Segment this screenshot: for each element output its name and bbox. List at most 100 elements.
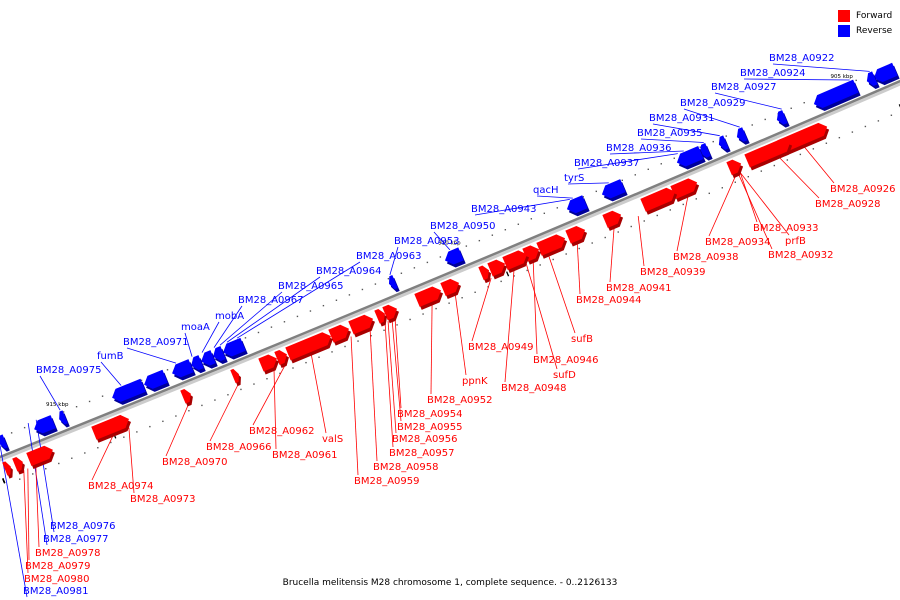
gene-label-bm28-a0937: BM28_A0937 (574, 158, 640, 169)
gene-label-bm28-a0971: BM28_A0971 (123, 337, 189, 348)
track-dot (634, 174, 636, 176)
track-dot (751, 124, 753, 126)
track-dot (396, 324, 398, 326)
legend: Forward Reverse (838, 8, 892, 38)
track-dot (400, 272, 403, 274)
legend-reverse: Reverse (838, 23, 892, 38)
leader-line (737, 173, 773, 250)
leader-line (39, 375, 61, 411)
track-dot (864, 125, 867, 128)
gene-label-vals: valS (322, 434, 343, 445)
leader-line (226, 276, 321, 343)
track-dot (682, 203, 684, 206)
track-dot (838, 136, 841, 139)
reverse-gene-arrow (172, 359, 194, 378)
leader-line (165, 403, 190, 457)
leader-line (213, 305, 243, 348)
forward-gene-arrow (114, 415, 129, 431)
track-dot (45, 468, 47, 470)
leader-line (576, 241, 581, 295)
track-dot (344, 345, 346, 348)
track-dot (721, 187, 723, 189)
leader-line (430, 302, 433, 395)
gene-label-bm28-a0931: BM28_A0931 (649, 113, 715, 124)
track-dot (478, 239, 481, 242)
gene-label-bm28-a0946: BM28_A0946 (533, 355, 599, 366)
track-dot (253, 383, 255, 385)
leader-line (27, 468, 30, 561)
gene-label-bm28-a0943: BM28_A0943 (471, 204, 537, 215)
track-dot (374, 283, 377, 285)
track-dot (647, 168, 649, 171)
leader-line (577, 153, 678, 170)
leader-line (777, 156, 820, 199)
gene-label-bm28-a0941: BM28_A0941 (606, 283, 672, 294)
gene-label-bm28-a0954: BM28_A0954 (397, 409, 463, 420)
gene-label-bm28-a0935: BM28_A0935 (637, 128, 703, 139)
leader-line (209, 382, 240, 442)
leader-line (128, 427, 135, 494)
forward-swatch (838, 9, 850, 22)
track-dot (855, 79, 857, 82)
forward-gene-arrow (726, 159, 742, 176)
track-dot (357, 340, 359, 342)
gene-label-sufd: sufD (553, 370, 576, 381)
track-dot (296, 315, 299, 318)
track-dot (97, 447, 99, 449)
track-dot (712, 140, 714, 143)
track-dot (279, 372, 281, 375)
reverse-gene-arrow (601, 179, 626, 199)
label-leader-lines (0, 63, 870, 598)
track-dot (656, 214, 658, 217)
track-dot (461, 297, 463, 299)
track-dot (75, 406, 78, 408)
gene-labels: BM28_A0922 BM28_A0924 BM28_A0927 BM28_A0929… (23, 53, 896, 597)
forward-gene-arrow (374, 308, 385, 324)
leader-line (609, 150, 684, 155)
track-dot (62, 411, 65, 413)
leader-line (802, 145, 835, 184)
leader-line (100, 361, 122, 386)
track-dot (422, 313, 424, 315)
gene-label-bm28-a0938: BM28_A0938 (673, 252, 739, 263)
gene-label-moba: mobA (215, 311, 244, 322)
leader-line (433, 231, 451, 251)
track-dot (526, 269, 528, 272)
track-dot (595, 190, 597, 193)
leader-line (23, 470, 29, 574)
leader-line (91, 433, 115, 481)
reverse-gene-arrow (112, 378, 146, 402)
track-dot (552, 258, 554, 261)
reverse-gene-arrow (699, 143, 711, 158)
gene-label-bm28-a0934: BM28_A0934 (705, 237, 771, 248)
gene-label-bm28-a0970: BM28_A0970 (162, 457, 228, 468)
reverse-gene-arrow (201, 350, 216, 366)
track-dot (101, 395, 104, 397)
gene-label-bm28-a0955: BM28_A0955 (397, 422, 463, 433)
diagram-caption: Brucella melitensis M28 chromosome 1, co… (282, 578, 618, 588)
leader-line (384, 322, 394, 448)
track-dot (309, 310, 312, 312)
gene-label-ppnk: ppnK (462, 376, 488, 387)
track-dot (530, 218, 533, 220)
leader-line (273, 368, 277, 450)
leader-line (35, 465, 40, 548)
reverse-gene-arrow (566, 195, 588, 214)
track-dot (877, 120, 880, 122)
leader-line (350, 336, 359, 476)
gene-label-bm28-a0949: BM28_A0949 (468, 342, 534, 353)
gene-label-bm28-a0976: BM28_A0976 (50, 521, 116, 532)
forward-gene-arrow (478, 265, 490, 281)
forward-gene-arrow (640, 187, 676, 212)
track-dot (582, 196, 584, 198)
leader-line (454, 293, 467, 376)
track-dot (383, 329, 385, 331)
leader-line (27, 423, 48, 546)
track-dot (513, 275, 515, 277)
reverse-gene-arrow (59, 410, 68, 425)
track-dot (149, 425, 151, 428)
reverse-gene-arrow (736, 127, 748, 142)
track-dot (591, 242, 593, 244)
leader-line (536, 195, 573, 199)
